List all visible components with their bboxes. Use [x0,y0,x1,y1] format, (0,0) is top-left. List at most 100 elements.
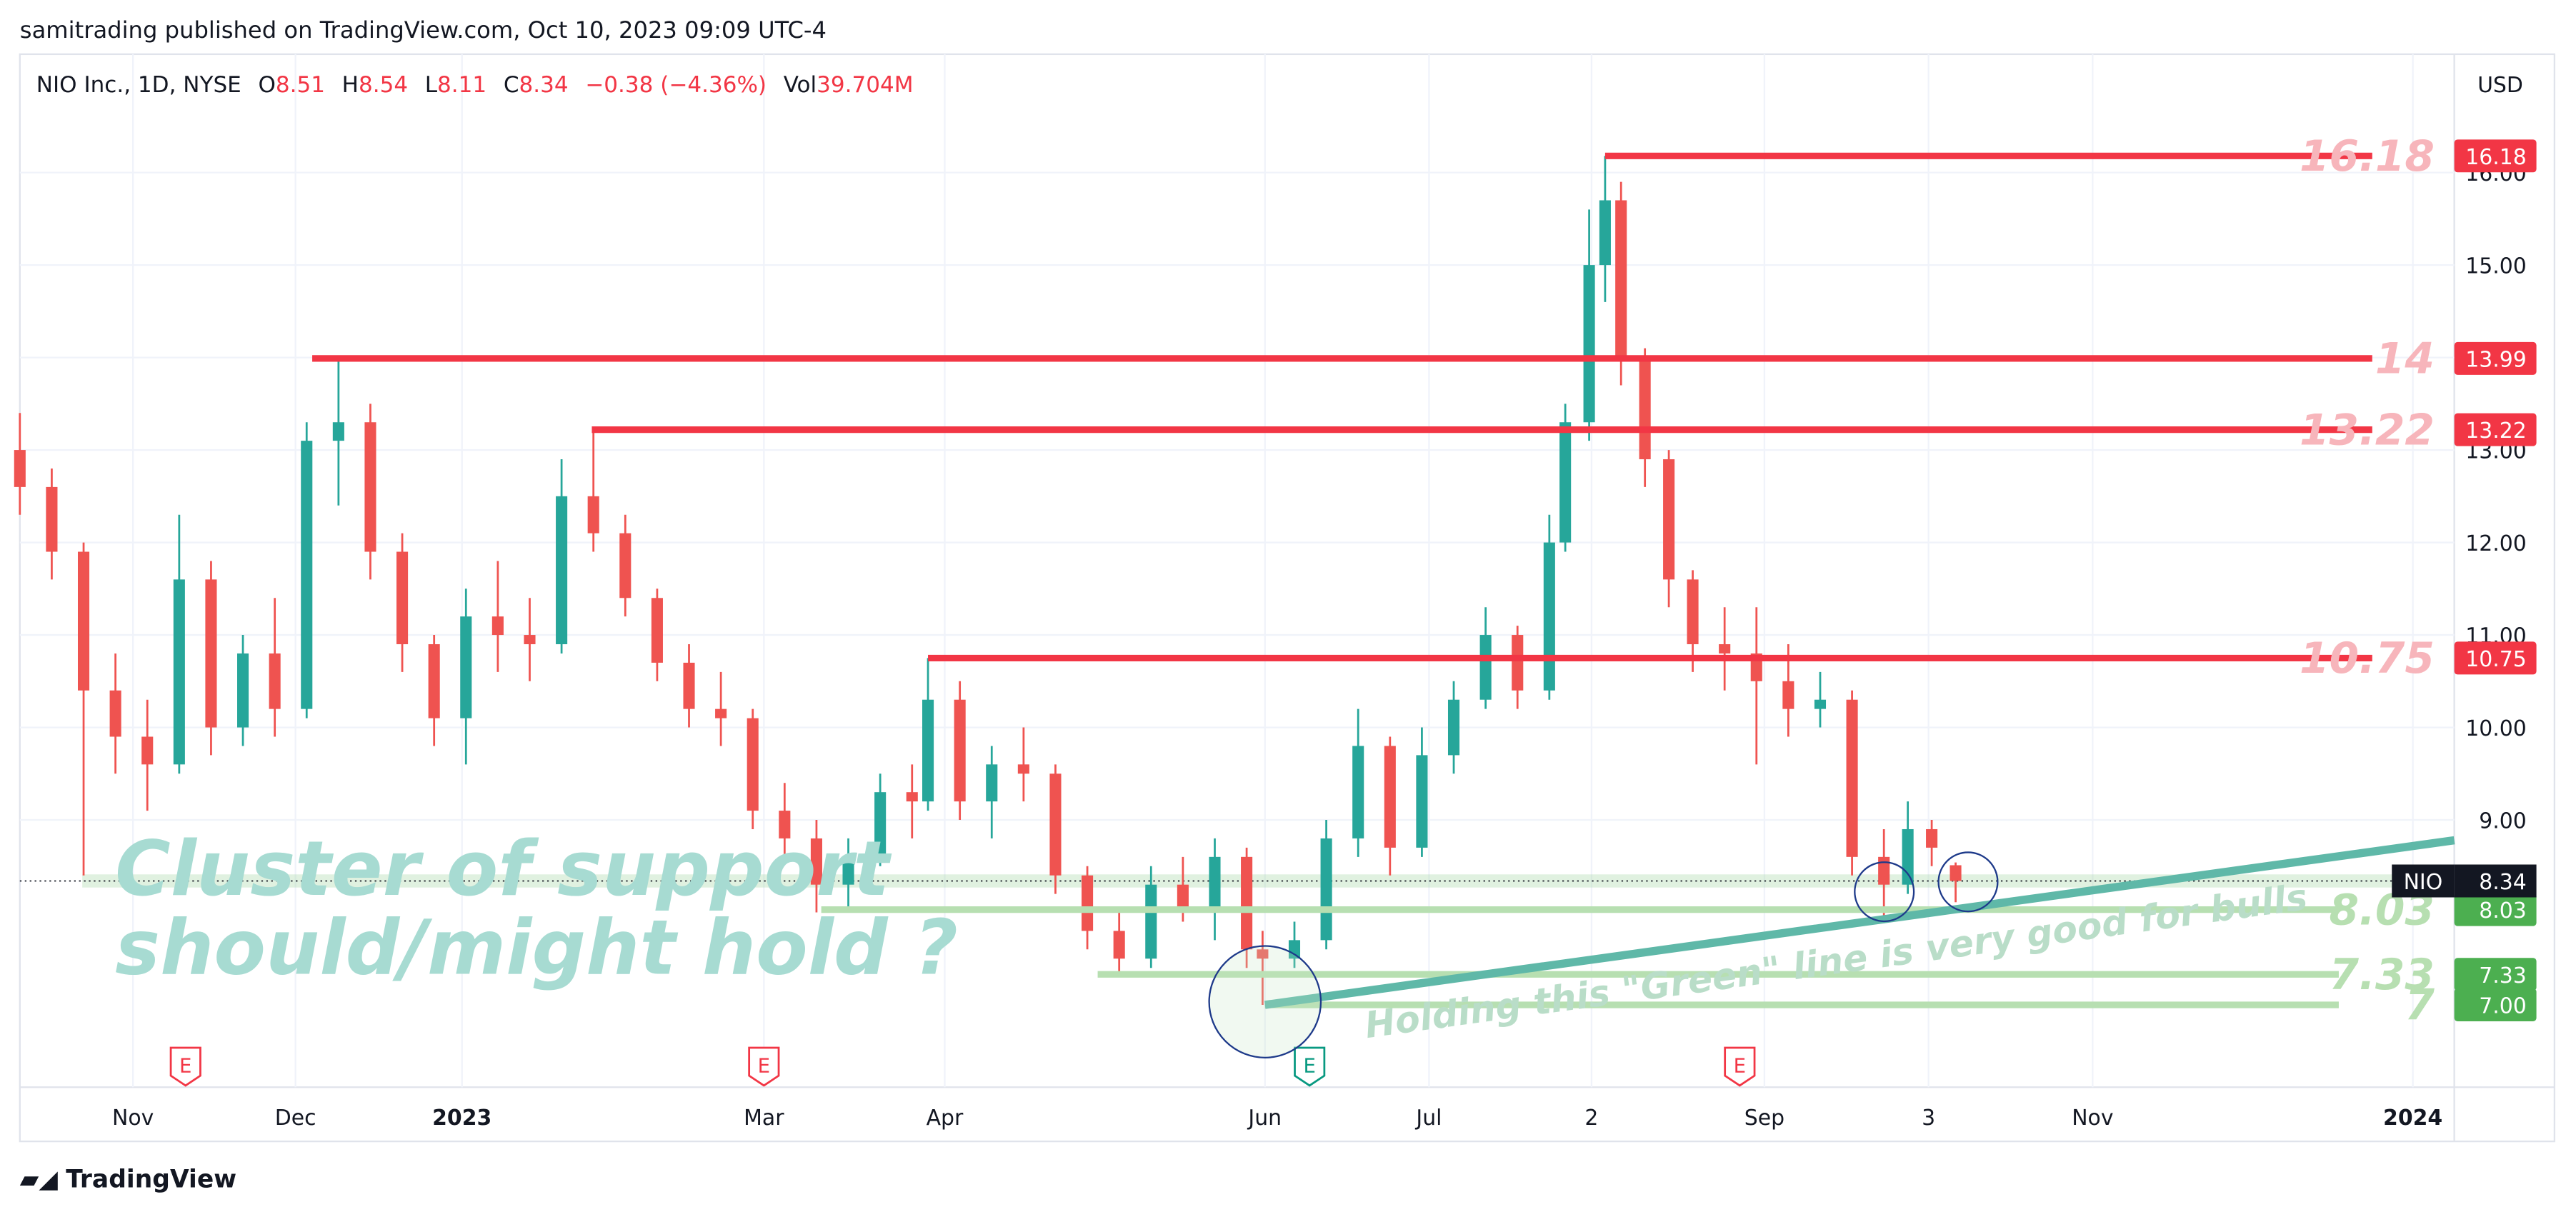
price-tag [2454,341,2537,375]
candle-body [1177,884,1189,913]
x-tick-label: 2023 [432,1106,491,1131]
candle-body [587,496,599,534]
price-tag-label: 13.22 [2465,419,2527,444]
candle-body [1257,949,1269,959]
candle-body [651,598,663,663]
level-label: 7.33 [2330,951,2435,1000]
x-tick-label: Mar [744,1106,784,1131]
earnings-marker [1724,1046,1756,1087]
candle-body [396,551,409,645]
candle-body [332,422,344,441]
symbol-tag [2392,864,2455,898]
price-tag [2454,893,2537,926]
highlight-circle [1937,851,1999,913]
candle-body [1082,875,1094,931]
price-tag [2454,139,2537,173]
candle-body [1049,773,1062,876]
legend-key: C [504,72,519,98]
y-tick-label: 9.00 [2479,809,2527,834]
x-tick-label: Apr [927,1106,964,1131]
level-label: 7 [2405,981,2435,1031]
price-tag [2454,958,2537,991]
candle-body [1209,856,1221,913]
trendline [1264,836,2455,1009]
x-tick-label: Sep [1744,1106,1784,1131]
price-tag-label: 7.33 [2479,963,2527,988]
candle-body [1416,755,1428,848]
candle-body [428,644,440,718]
earnings-label: E [1734,1054,1746,1078]
candle-body [1926,828,1938,848]
frame [19,53,2556,1143]
x-tick-label: Jun [1247,1106,1282,1131]
x-tick-label: 2 [1584,1106,1598,1131]
price-tag [2454,988,2537,1021]
earnings-marker [169,1046,201,1087]
candle-body [77,551,90,691]
candle-body [779,811,791,838]
x-tick-label: Nov [112,1106,154,1131]
price-tag-label: 16.18 [2465,145,2527,170]
candle-body [269,653,281,709]
highlight-circle [1854,861,1915,923]
candle-body [1320,838,1332,941]
annotation: Cluster of support [115,825,892,913]
candle-body [1615,200,1627,358]
candle-body [986,764,998,802]
price-tag [2454,864,2537,898]
currency: USD [2477,73,2523,98]
price-tag-label: 7.00 [2479,993,2527,1018]
x-tick-label: 2024 [2383,1106,2442,1131]
earnings-label: E [1303,1054,1315,1078]
earnings-label: E [758,1054,770,1078]
level-label: 16.18 [2300,132,2435,181]
candle-body [1814,699,1827,709]
legend-value: 8.51 [276,72,325,98]
candle-body [1384,746,1396,848]
candle-body [1878,856,1890,885]
legend: NIO Inc., 1D, NYSE O8.51 H8.54 L8.11 C8.… [36,72,914,98]
candle-body [141,736,154,765]
legend-key: L [425,72,438,98]
candle-body [954,699,966,802]
candle-body [906,792,918,802]
candle-body [1583,265,1595,423]
grid [19,54,2455,1088]
change: −0.38 [585,72,653,98]
brand: TradingView [66,1166,236,1194]
candle-body [524,635,536,645]
x-tick-label: Jul [1414,1106,1442,1131]
symbol-tag-label: NIO [2404,870,2443,895]
candle-body [1288,940,1301,959]
candle-body [810,838,822,885]
level-label: 10.75 [2300,634,2435,683]
candle-body [1599,200,1611,266]
candle-body [1241,856,1253,950]
candle-body [874,792,887,857]
x-tick-label: 3 [1922,1106,1935,1131]
level-label: 14 [2375,335,2435,384]
candle-body [205,579,217,728]
candle-body [683,662,695,709]
candle-body [1512,635,1524,691]
legend-value: 8.11 [437,72,486,98]
brand-logo: ▰◢ [20,1166,59,1194]
publisher: samitrading published on TradingView.com… [20,16,827,44]
candle-body [460,616,472,718]
candle-body [1479,635,1492,700]
candle-body [1559,422,1572,543]
candle-body [1113,931,1125,959]
candle-body [747,718,759,811]
candle-body [109,690,121,737]
candle-body [842,856,854,885]
candle-body [173,579,185,765]
price-tag-label: 13.99 [2465,347,2527,372]
candle-body [1687,579,1699,645]
candle-body [1846,699,1858,857]
candle-body [1950,865,1962,881]
candle-body [1719,644,1731,653]
